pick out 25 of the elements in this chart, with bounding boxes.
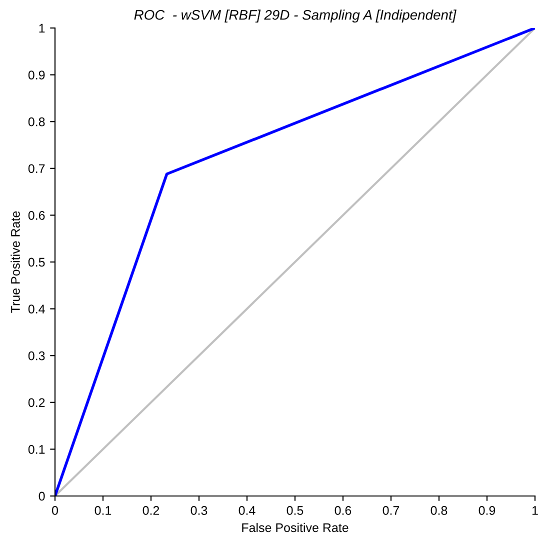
y-tick-label: 0 [38,492,45,501]
x-tick-label: 0.9 [478,506,496,515]
y-tick-label: 0.8 [28,117,45,126]
y-tick-label: 0.5 [28,258,45,267]
x-tick-label: 0.2 [142,506,160,515]
x-tick-label: 0 [52,506,58,515]
y-tick-label: 1 [39,24,45,33]
y-tick-label: 0.6 [28,211,45,220]
y-axis-title: True Positive Rate [10,211,20,313]
y-tick-label: 0.3 [28,351,45,360]
y-tick-label: 0.4 [28,304,45,314]
x-tick-label: 0.7 [382,506,400,515]
y-tick-label: 0.9 [28,70,45,80]
x-tick-label: 0.8 [430,506,448,515]
x-tick-label: 0.5 [286,506,304,515]
y-tick-label: 0.1 [28,445,45,454]
y-tick-label: 0.2 [28,398,45,408]
x-tick-label: 0.1 [94,506,112,515]
y-tick-label: 0.7 [28,164,45,174]
x-axis-title: False Positive Rate [242,522,348,532]
chart-title: ROC - wSVM [RBF] 29D - Sampling A [Indipendent] [134,10,456,23]
x-tick-label: 1 [532,506,538,515]
x-tick-label: 0.6 [334,506,352,515]
x-tick-label: 0.3 [190,506,208,515]
x-tick-label: 0.4 [238,506,256,515]
